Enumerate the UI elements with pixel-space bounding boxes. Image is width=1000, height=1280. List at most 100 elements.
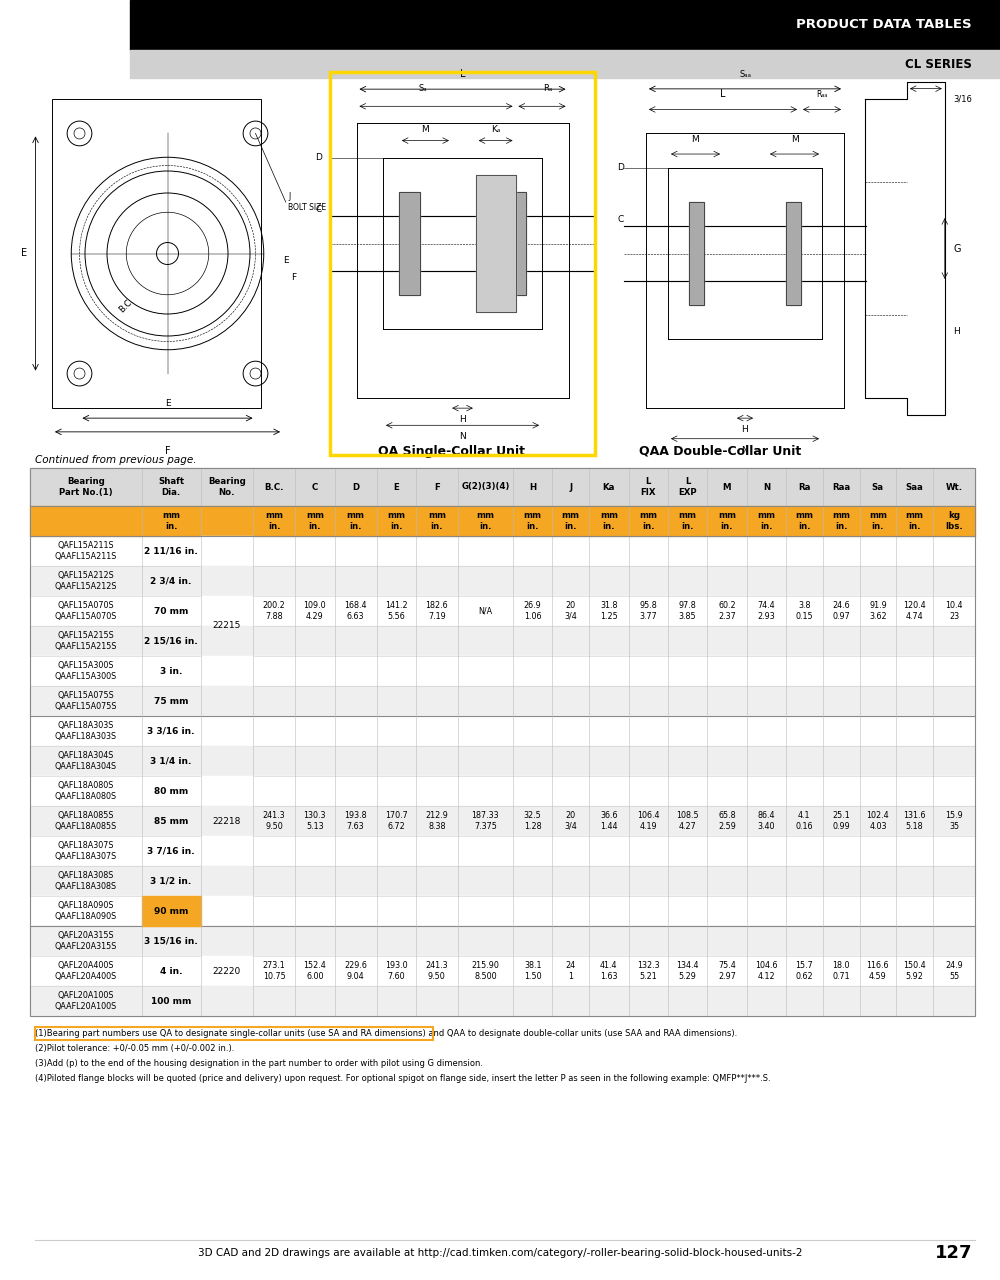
Text: 90 mm: 90 mm <box>154 906 188 915</box>
Text: 25.1
0.99: 25.1 0.99 <box>832 812 850 831</box>
Text: mm
in.: mm in. <box>600 511 618 531</box>
Text: mm
in.: mm in. <box>562 511 580 531</box>
Text: QAFL18A080S
QAAFL18A080S: QAFL18A080S QAAFL18A080S <box>55 781 117 801</box>
Text: 41.4
1.63: 41.4 1.63 <box>600 961 618 980</box>
Bar <box>505 192 526 294</box>
Bar <box>476 175 516 312</box>
Text: Kₐ: Kₐ <box>491 124 500 133</box>
Text: 2 15/16 in.: 2 15/16 in. <box>144 636 198 645</box>
Bar <box>201 536 253 566</box>
Text: 3 1/2 in.: 3 1/2 in. <box>150 877 192 886</box>
Text: 2 3/4 in.: 2 3/4 in. <box>150 576 192 585</box>
Bar <box>399 192 420 294</box>
Text: H: H <box>459 415 466 424</box>
Text: 80 mm: 80 mm <box>154 786 188 795</box>
Bar <box>201 836 253 867</box>
Text: M: M <box>692 134 699 143</box>
Text: QAFL15A300S
QAAFL15A300S: QAFL15A300S QAAFL15A300S <box>55 662 117 681</box>
Text: mm
in.: mm in. <box>869 511 887 531</box>
Text: QAFL18A307S
QAAFL18A307S: QAFL18A307S QAAFL18A307S <box>55 841 117 860</box>
Text: 193.8
7.63: 193.8 7.63 <box>344 812 367 831</box>
Bar <box>30 806 975 836</box>
Text: mm
in.: mm in. <box>795 511 813 531</box>
Text: mm
in.: mm in. <box>387 511 405 531</box>
Bar <box>30 468 975 1016</box>
Text: 102.4
4.03: 102.4 4.03 <box>867 812 889 831</box>
Text: Bearing
Part No.(1): Bearing Part No.(1) <box>59 477 113 497</box>
Text: Sₐₐ: Sₐₐ <box>739 69 751 78</box>
Text: 75.4
2.97: 75.4 2.97 <box>718 961 736 980</box>
Bar <box>201 686 253 716</box>
Text: 26.9
1.06: 26.9 1.06 <box>524 602 542 621</box>
Text: E: E <box>21 248 27 259</box>
Text: M: M <box>723 483 731 492</box>
Text: 193.0
7.60: 193.0 7.60 <box>385 961 408 980</box>
Text: (3)Add (p) to the end of the housing designation in the part number to order wit: (3)Add (p) to the end of the housing des… <box>35 1059 483 1068</box>
Text: mm
in.: mm in. <box>757 511 775 531</box>
Text: C: C <box>618 215 624 224</box>
Text: 85 mm: 85 mm <box>154 817 188 826</box>
Text: J: J <box>569 483 572 492</box>
Bar <box>201 746 253 776</box>
Text: 2 11/16 in.: 2 11/16 in. <box>144 547 198 556</box>
Text: M: M <box>422 124 429 133</box>
Bar <box>130 50 1000 78</box>
Text: 24.9
55: 24.9 55 <box>945 961 963 980</box>
Text: Ra: Ra <box>798 483 811 492</box>
Text: mm
in.: mm in. <box>906 511 924 531</box>
Text: 22215: 22215 <box>213 622 241 631</box>
Text: G(2)(3)(4): G(2)(3)(4) <box>461 483 510 492</box>
Bar <box>30 536 975 566</box>
Text: 24.6
0.97: 24.6 0.97 <box>832 602 850 621</box>
Text: (2)Pilot tolerance: +0/-0.05 mm (+0/-0.002 in.).: (2)Pilot tolerance: +0/-0.05 mm (+0/-0.0… <box>35 1044 234 1053</box>
Text: 75 mm: 75 mm <box>154 696 188 705</box>
Bar <box>35 1027 433 1039</box>
Text: Sa: Sa <box>872 483 884 492</box>
Text: mm
in.: mm in. <box>524 511 542 531</box>
Text: 3 15/16 in.: 3 15/16 in. <box>144 937 198 946</box>
Text: 3 1/4 in.: 3 1/4 in. <box>150 756 192 765</box>
Bar <box>201 626 253 655</box>
Text: 116.6
4.59: 116.6 4.59 <box>867 961 889 980</box>
Text: L: L <box>460 69 465 79</box>
Text: 95.8
3.77: 95.8 3.77 <box>639 602 657 621</box>
Text: E: E <box>165 399 170 408</box>
Text: D: D <box>315 154 322 163</box>
Text: 38.1
1.50: 38.1 1.50 <box>524 961 542 980</box>
Text: QAFL20A100S
QAAFL20A100S: QAFL20A100S QAAFL20A100S <box>55 991 117 1011</box>
Text: E: E <box>393 483 399 492</box>
Bar <box>30 925 975 956</box>
Text: N: N <box>459 433 466 442</box>
Text: mm
in.: mm in. <box>347 511 364 531</box>
Bar <box>689 202 704 305</box>
Text: 31.8
1.25: 31.8 1.25 <box>600 602 618 621</box>
Bar <box>30 836 975 867</box>
Text: Rₐₐ: Rₐₐ <box>816 90 828 99</box>
Bar <box>30 626 975 655</box>
Text: 134.4
5.29: 134.4 5.29 <box>676 961 699 980</box>
Text: 20
3/4: 20 3/4 <box>564 812 577 831</box>
Text: QAFL15A070S
QAAFL15A070S: QAFL15A070S QAAFL15A070S <box>55 602 117 621</box>
Text: 74.4
2.93: 74.4 2.93 <box>757 602 775 621</box>
Text: QAFL18A090S
QAAFL18A090S: QAFL18A090S QAAFL18A090S <box>55 901 117 920</box>
Text: 152.4
6.00: 152.4 6.00 <box>303 961 326 980</box>
Text: 215.90
8.500: 215.90 8.500 <box>472 961 499 980</box>
Bar <box>201 867 253 896</box>
Text: 97.8
3.85: 97.8 3.85 <box>679 602 696 621</box>
Text: 141.2
5.56: 141.2 5.56 <box>385 602 408 621</box>
Text: QA Single-Collar Unit: QA Single-Collar Unit <box>378 445 526 458</box>
Text: 200.2
7.88: 200.2 7.88 <box>263 602 286 621</box>
Text: mm
in.: mm in. <box>476 511 494 531</box>
Text: PRODUCT DATA TABLES: PRODUCT DATA TABLES <box>796 18 972 32</box>
Text: H: H <box>953 328 960 337</box>
Text: mm
in.: mm in. <box>428 511 446 531</box>
Text: QAFL15A211S
QAAFL15A211S: QAFL15A211S QAAFL15A211S <box>55 541 117 561</box>
Text: F: F <box>291 273 296 282</box>
Text: mm
in.: mm in. <box>265 511 283 531</box>
Bar <box>201 596 253 626</box>
Bar <box>689 202 704 305</box>
Text: 20
3/4: 20 3/4 <box>564 602 577 621</box>
Text: mm
in.: mm in. <box>679 511 697 531</box>
Text: 24
1: 24 1 <box>566 961 576 980</box>
Bar <box>30 655 975 686</box>
